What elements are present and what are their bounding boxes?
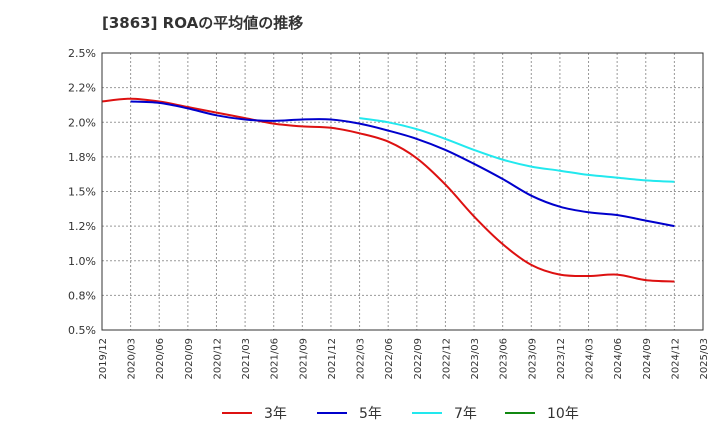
- y-tick-label: 1.8%: [68, 151, 96, 164]
- x-axis: 2019/12 2020/03 2020/06 2020/09 2020/12 2021/…: [98, 338, 710, 380]
- x-tick-label: 2022/09: [413, 338, 424, 380]
- y-tick-label: 2.0%: [68, 116, 96, 129]
- legend-label-2: 7年: [454, 406, 477, 422]
- y-tick-label: 1.2%: [68, 220, 96, 233]
- x-tick-label: 2024/12: [670, 338, 681, 380]
- x-tick-label: 2022/03: [356, 338, 367, 380]
- y-tick-label: 1.0%: [68, 255, 96, 268]
- x-tick-label: 2025/03: [699, 338, 710, 380]
- x-tick-label: 2020/03: [127, 338, 138, 380]
- plot-frame: [101, 52, 704, 331]
- x-tick-label: 2023/06: [499, 338, 510, 380]
- x-tick-label: 2021/12: [327, 338, 338, 380]
- x-tick-label: 2021/03: [241, 338, 252, 380]
- legend-label-0: 3年: [264, 406, 287, 422]
- y-tick-label: 2.2%: [68, 82, 96, 95]
- x-tick-label: 2024/09: [642, 338, 653, 380]
- y-axis: 0.5% 0.8% 1.0% 1.2% 1.5% 1.8% 2.0% 2.2% 2.5%: [68, 47, 96, 337]
- y-tick-label: 1.5%: [68, 186, 96, 199]
- legend-label-3: 10年: [547, 406, 579, 422]
- x-tick-label: 2020/09: [184, 338, 195, 380]
- legend-label-1: 5年: [359, 406, 382, 422]
- series-line-1: [130, 100, 675, 228]
- x-tick-label: 2023/03: [470, 338, 481, 380]
- x-tick-label: 2022/06: [384, 338, 395, 380]
- x-tick-label: 2024/06: [613, 338, 624, 380]
- x-tick-label: 2022/12: [441, 338, 452, 380]
- x-tick-label: 2023/12: [556, 338, 567, 380]
- legend: 3年 5年 7年 10年: [222, 406, 579, 422]
- y-tick-label: 0.8%: [68, 289, 96, 302]
- x-tick-label: 2021/09: [298, 338, 309, 380]
- x-tick-label: 2020/06: [155, 338, 166, 380]
- x-tick-label: 2023/09: [527, 338, 538, 380]
- y-tick-label: 2.5%: [68, 47, 96, 60]
- x-tick-label: 2024/03: [585, 338, 596, 380]
- series-lines: [101, 97, 675, 283]
- grid: [102, 53, 703, 330]
- y-tick-label: 0.5%: [68, 324, 96, 337]
- x-tick-label: 2019/12: [98, 338, 109, 380]
- series-line-2: [359, 117, 675, 183]
- chart-title: [3863] ROAの平均値の推移: [102, 14, 304, 32]
- series-line-0: [101, 97, 675, 283]
- x-tick-label: 2020/12: [212, 338, 223, 380]
- x-tick-label: 2021/06: [270, 338, 281, 380]
